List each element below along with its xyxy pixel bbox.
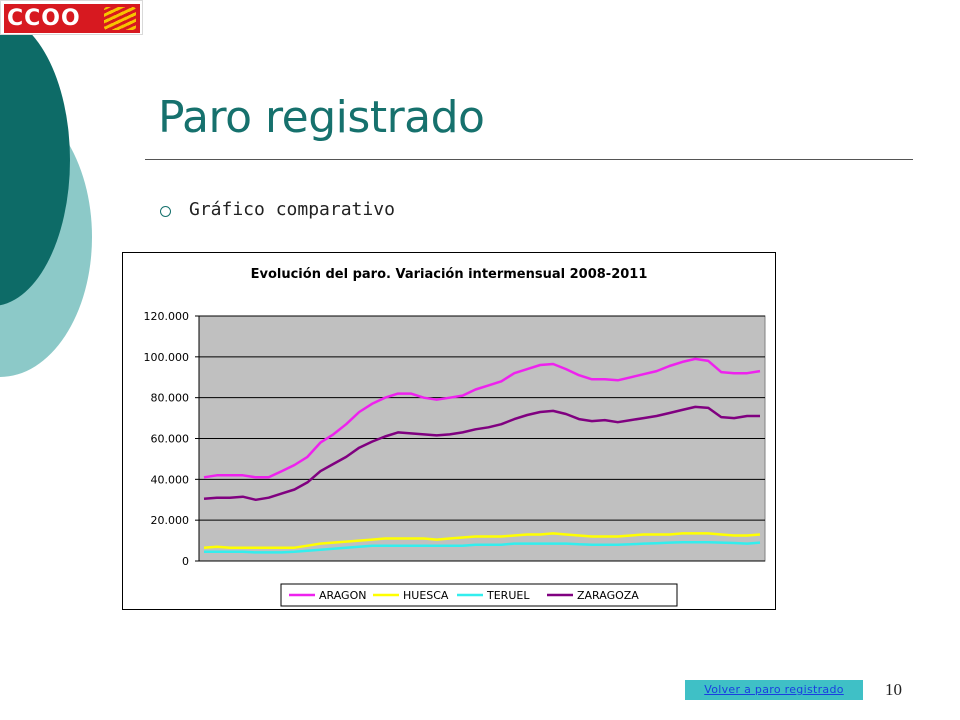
logo-background: CCOO (4, 4, 140, 33)
series-line-aragon (203, 357, 761, 479)
legend-label-teruel: TERUEL (486, 589, 530, 602)
line-chart: Evolución del paro. Variación intermensu… (144, 267, 766, 607)
y-tick-label: 20.000 (151, 514, 190, 527)
y-tick-label: 60.000 (151, 433, 190, 446)
page-title: Paro registrado (158, 92, 485, 143)
series-line-teruel (204, 540, 761, 554)
aragon-flag-icon (104, 7, 136, 30)
series-line-zaragoza (203, 405, 760, 502)
chart-title: Evolución del paro. Variación intermensu… (251, 267, 648, 282)
legend-label-aragon: ARAGON (319, 589, 366, 602)
legend-label-huesca: HUESCA (403, 589, 449, 602)
logo-text: CCOO (7, 6, 81, 31)
title-divider (145, 159, 913, 160)
y-tick-label: 0 (182, 555, 189, 568)
decorative-circles (0, 14, 92, 377)
back-to-registered-unemployment-link[interactable]: Volver a paro registrado (685, 680, 863, 700)
y-tick-label: 40.000 (151, 473, 190, 486)
series-line-huesca (203, 532, 761, 549)
decor-circle-dark (0, 14, 70, 306)
ccoo-logo: CCOO (0, 0, 143, 35)
bullet-circle-icon (160, 206, 171, 217)
bullet-text: Gráfico comparativo (189, 199, 395, 220)
y-tick-label: 100.000 (144, 351, 190, 364)
y-tick-label: 120.000 (144, 310, 190, 323)
page-number: 10 (885, 680, 902, 699)
chart-container: Evolución del paro. Variación intermensu… (122, 252, 776, 610)
legend-label-zaragoza: ZARAGOZA (577, 589, 639, 602)
y-tick-label: 80.000 (151, 392, 190, 405)
